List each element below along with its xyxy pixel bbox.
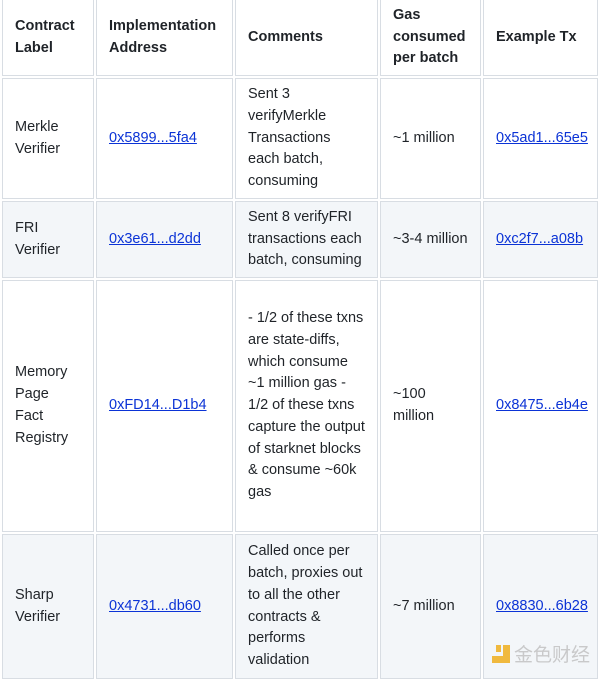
address-cell: 0x3e61...d2dd: [96, 201, 233, 278]
tx-link[interactable]: 0x8475...eb4e: [496, 397, 588, 414]
tx-cell: 0x8475...eb4e: [483, 280, 598, 532]
comment: Called once per batch, proxies out to al…: [235, 534, 378, 679]
comment: Sent 8 verifyFRI transactions each batch…: [235, 201, 378, 278]
header-example-tx: Example Tx: [483, 0, 598, 76]
address-link[interactable]: 0xFD14...D1b4: [109, 397, 207, 414]
tx-cell: 0xc2f7...a08b: [483, 201, 598, 278]
header-implementation-address: Implementation Address: [96, 0, 233, 76]
address-cell: 0x4731...db60: [96, 534, 233, 679]
comment: Sent 3 verifyMerkle Transactions each ba…: [235, 78, 378, 199]
gas: ~1 million: [380, 78, 481, 199]
contract-label: FRI Verifier: [2, 201, 94, 278]
address-link[interactable]: 0x5899...5fa4: [109, 129, 197, 146]
gas: ~100 million: [380, 280, 481, 532]
table-row: Merkle Verifier 0x5899...5fa4 Sent 3 ver…: [2, 78, 598, 199]
tx-link[interactable]: 0xc2f7...a08b: [496, 230, 584, 247]
contract-label: Memory Page Fact Registry: [2, 280, 94, 532]
tx-cell: 0x5ad1...65e5: [483, 78, 598, 199]
table-row: FRI Verifier 0x3e61...d2dd Sent 8 verify…: [2, 201, 598, 278]
header-gas: Gas consumed per batch: [380, 0, 481, 76]
gas: ~7 million: [380, 534, 481, 679]
header-row: Contract Label Implementation Address Co…: [2, 0, 598, 76]
table-row: Memory Page Fact Registry 0xFD14...D1b4 …: [2, 280, 598, 532]
contract-label: Sharp Verifier: [2, 534, 94, 679]
address-link[interactable]: 0x4731...db60: [109, 597, 201, 614]
watermark: 金色财经: [491, 640, 590, 667]
comment: - 1/2 of these txns are state-diffs, whi…: [235, 280, 378, 532]
address-cell: 0xFD14...D1b4: [96, 280, 233, 532]
header-comments: Comments: [235, 0, 378, 76]
watermark-text: 金色财经: [513, 644, 590, 666]
tx-link[interactable]: 0x8830...6b28: [496, 597, 588, 614]
tx-link[interactable]: 0x5ad1...65e5: [496, 129, 588, 146]
watermark-logo-icon: [491, 644, 510, 663]
contract-label: Merkle Verifier: [2, 78, 94, 199]
address-link[interactable]: 0x3e61...d2dd: [109, 230, 201, 247]
header-contract-label: Contract Label: [2, 0, 94, 76]
gas: ~3-4 million: [380, 201, 481, 278]
table-row: Sharp Verifier 0x4731...db60 Called once…: [2, 534, 598, 679]
address-cell: 0x5899...5fa4: [96, 78, 233, 199]
